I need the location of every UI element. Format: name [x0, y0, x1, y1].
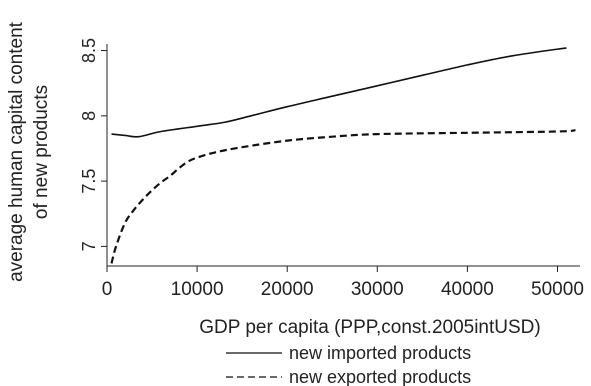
y-tick-label: 8.5 — [79, 38, 99, 63]
series-lines — [110, 47, 576, 264]
legend-label-imported: new imported products — [289, 343, 471, 363]
y-tick-label: 7.5 — [79, 169, 99, 194]
series-line-exported — [110, 129, 576, 264]
axes — [106, 44, 580, 267]
legend: new imported products new exported produ… — [226, 343, 471, 386]
y-axis-label-line-2: of new products — [31, 85, 52, 219]
legend-label-exported: new exported products — [289, 367, 471, 386]
x-axis-label: GDP per capita (PPP,const.2005intUSD) — [199, 317, 540, 338]
x-tick-label: 40000 — [441, 279, 494, 300]
x-tick-label: 10000 — [171, 279, 224, 300]
y-tick-label: 8 — [79, 111, 99, 121]
series-line-imported — [111, 47, 567, 138]
x-tick-label: 0 — [102, 279, 113, 300]
x-tick-label: 30000 — [351, 279, 404, 300]
y-ticks: 7 7.5 8 8.5 — [79, 38, 107, 251]
y-axis-label-line-1: average human capital content — [6, 21, 27, 282]
y-tick-label: 7 — [79, 241, 99, 251]
x-tick-label: 20000 — [261, 279, 314, 300]
x-ticks: 0 10000 20000 30000 40000 50000 — [102, 266, 584, 300]
x-tick-label: 50000 — [531, 279, 584, 300]
